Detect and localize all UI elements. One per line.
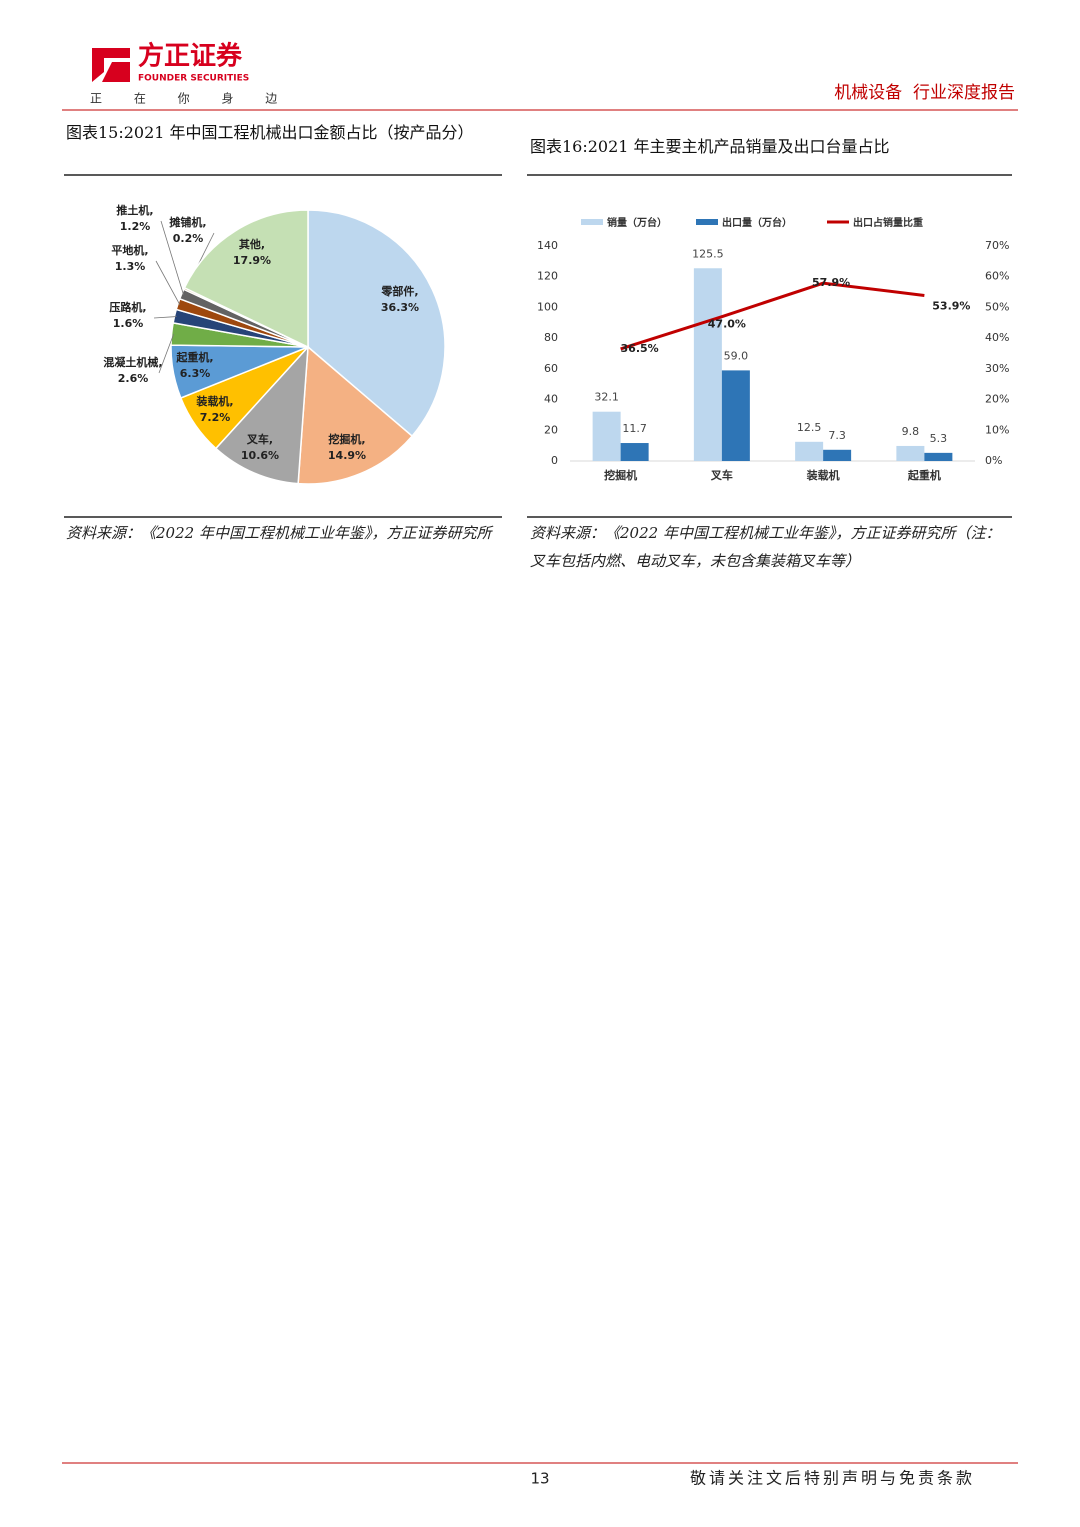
y2-tick-label: 40% — [985, 331, 1009, 344]
slice-label: 平地机, — [111, 243, 148, 257]
x-tick-label: 叉车 — [710, 468, 733, 482]
caption: 图表15:2021 年中国工程机械出口金额占比（按产品分） — [66, 123, 474, 142]
data-label: 125.5 — [692, 247, 724, 260]
slice-label: 混凝土机械, — [103, 355, 162, 369]
slice-label: 其他, — [239, 237, 265, 251]
slice-label: 叉车, — [246, 432, 273, 446]
data-label: 36.5% — [621, 342, 659, 355]
y-tick-label: 100 — [537, 300, 558, 313]
y2-tick-label: 70% — [985, 239, 1009, 252]
ratio-line — [620, 281, 925, 351]
pie-slice — [183, 209, 309, 349]
y2-tick-label: 30% — [985, 362, 1009, 375]
slice-value: 6.3% — [180, 367, 211, 380]
legend-label: 出口量（万台） — [722, 216, 792, 229]
bar — [592, 411, 621, 461]
data-label: 59.0 — [724, 349, 749, 362]
bar — [721, 370, 750, 461]
pie-slice — [307, 209, 446, 438]
y2-tick-label: 10% — [985, 423, 1009, 436]
y-tick-label: 0 — [551, 454, 558, 467]
slice-value: 7.2% — [200, 411, 231, 424]
y-tick-label: 40 — [544, 393, 558, 406]
x-tick-label: 起重机 — [907, 468, 941, 482]
x-tick-label: 挖掘机 — [604, 468, 637, 482]
y2-tick-label: 20% — [985, 393, 1009, 406]
data-label: 5.3 — [930, 432, 948, 445]
y2-tick-label: 0% — [985, 454, 1002, 467]
y-tick-label: 80 — [544, 331, 558, 344]
y-tick-label: 120 — [537, 270, 558, 283]
leader-line — [160, 220, 184, 295]
leader-line — [155, 260, 181, 305]
bar — [924, 452, 953, 461]
legend-swatch — [581, 219, 603, 225]
logo — [92, 48, 130, 82]
bar — [693, 268, 722, 461]
slice-value: 14.9% — [328, 449, 366, 462]
y2-tick-label: 50% — [985, 300, 1009, 313]
leader-line — [153, 316, 177, 319]
slice-value: 1.6% — [113, 317, 144, 330]
slice-label: 起重机, — [175, 350, 213, 364]
bar — [795, 441, 824, 461]
bar — [620, 443, 649, 461]
source: 资料来源：《2022 年中国工程机械工业年鉴》，方正证券研究所（注：叉车包括内燃… — [530, 524, 1001, 570]
data-label: 9.8 — [902, 425, 920, 438]
slogan: 正 在 你 身 边 — [90, 91, 291, 106]
slice-label: 推土机, — [116, 203, 153, 217]
slice-value: 36.3% — [381, 301, 419, 314]
slice-value: 17.9% — [233, 254, 271, 267]
leader-line — [158, 333, 174, 374]
logo — [102, 62, 130, 82]
data-label: 7.3 — [828, 429, 846, 442]
source: 资料来源：《2022 年中国工程机械工业年鉴》，方正证券研究所 — [66, 524, 492, 542]
bar — [823, 449, 852, 461]
data-label: 12.5 — [797, 421, 822, 434]
caption: 图表16:2021 年主要主机产品销量及出口台量占比 — [530, 137, 890, 156]
data-label: 47.0% — [708, 318, 746, 331]
y-tick-label: 60 — [544, 362, 558, 375]
data-label: 32.1 — [594, 391, 619, 404]
legend-label: 销量（万台） — [607, 216, 667, 229]
data-label: 53.9% — [932, 299, 970, 312]
brand-en: FOUNDER SECURITIES — [138, 74, 249, 84]
slice-label: 摊铺机, — [169, 215, 206, 229]
slice-value: 0.2% — [173, 232, 204, 245]
slice-value: 1.3% — [115, 260, 146, 273]
slice-label: 零部件, — [380, 284, 418, 298]
slice-label: 压路机, — [109, 300, 146, 314]
slice-label: 挖掘机, — [328, 432, 365, 446]
bar — [896, 445, 925, 461]
slice-value: 10.6% — [241, 449, 279, 462]
report-type: 机械设备 行业深度报告 — [834, 83, 1015, 103]
y-tick-label: 20 — [544, 423, 558, 436]
data-label: 57.9% — [812, 276, 850, 289]
legend-swatch — [696, 219, 718, 225]
y-tick-label: 140 — [537, 239, 558, 252]
pie-slice — [214, 344, 309, 485]
y2-tick-label: 60% — [985, 270, 1009, 283]
page-number: 13 — [530, 1470, 549, 1488]
pie-slice — [297, 345, 414, 485]
x-tick-label: 装载机 — [806, 468, 840, 482]
legend-label: 出口占销量比重 — [853, 216, 923, 229]
notice: 敬请关注文后特别声明与免责条款 — [690, 1469, 975, 1488]
slice-value: 2.6% — [118, 372, 149, 385]
slice-value: 1.2% — [120, 220, 151, 233]
data-label: 11.7 — [622, 422, 647, 435]
slice-label: 装载机, — [195, 394, 233, 408]
brand: 方正证券 — [138, 41, 243, 72]
